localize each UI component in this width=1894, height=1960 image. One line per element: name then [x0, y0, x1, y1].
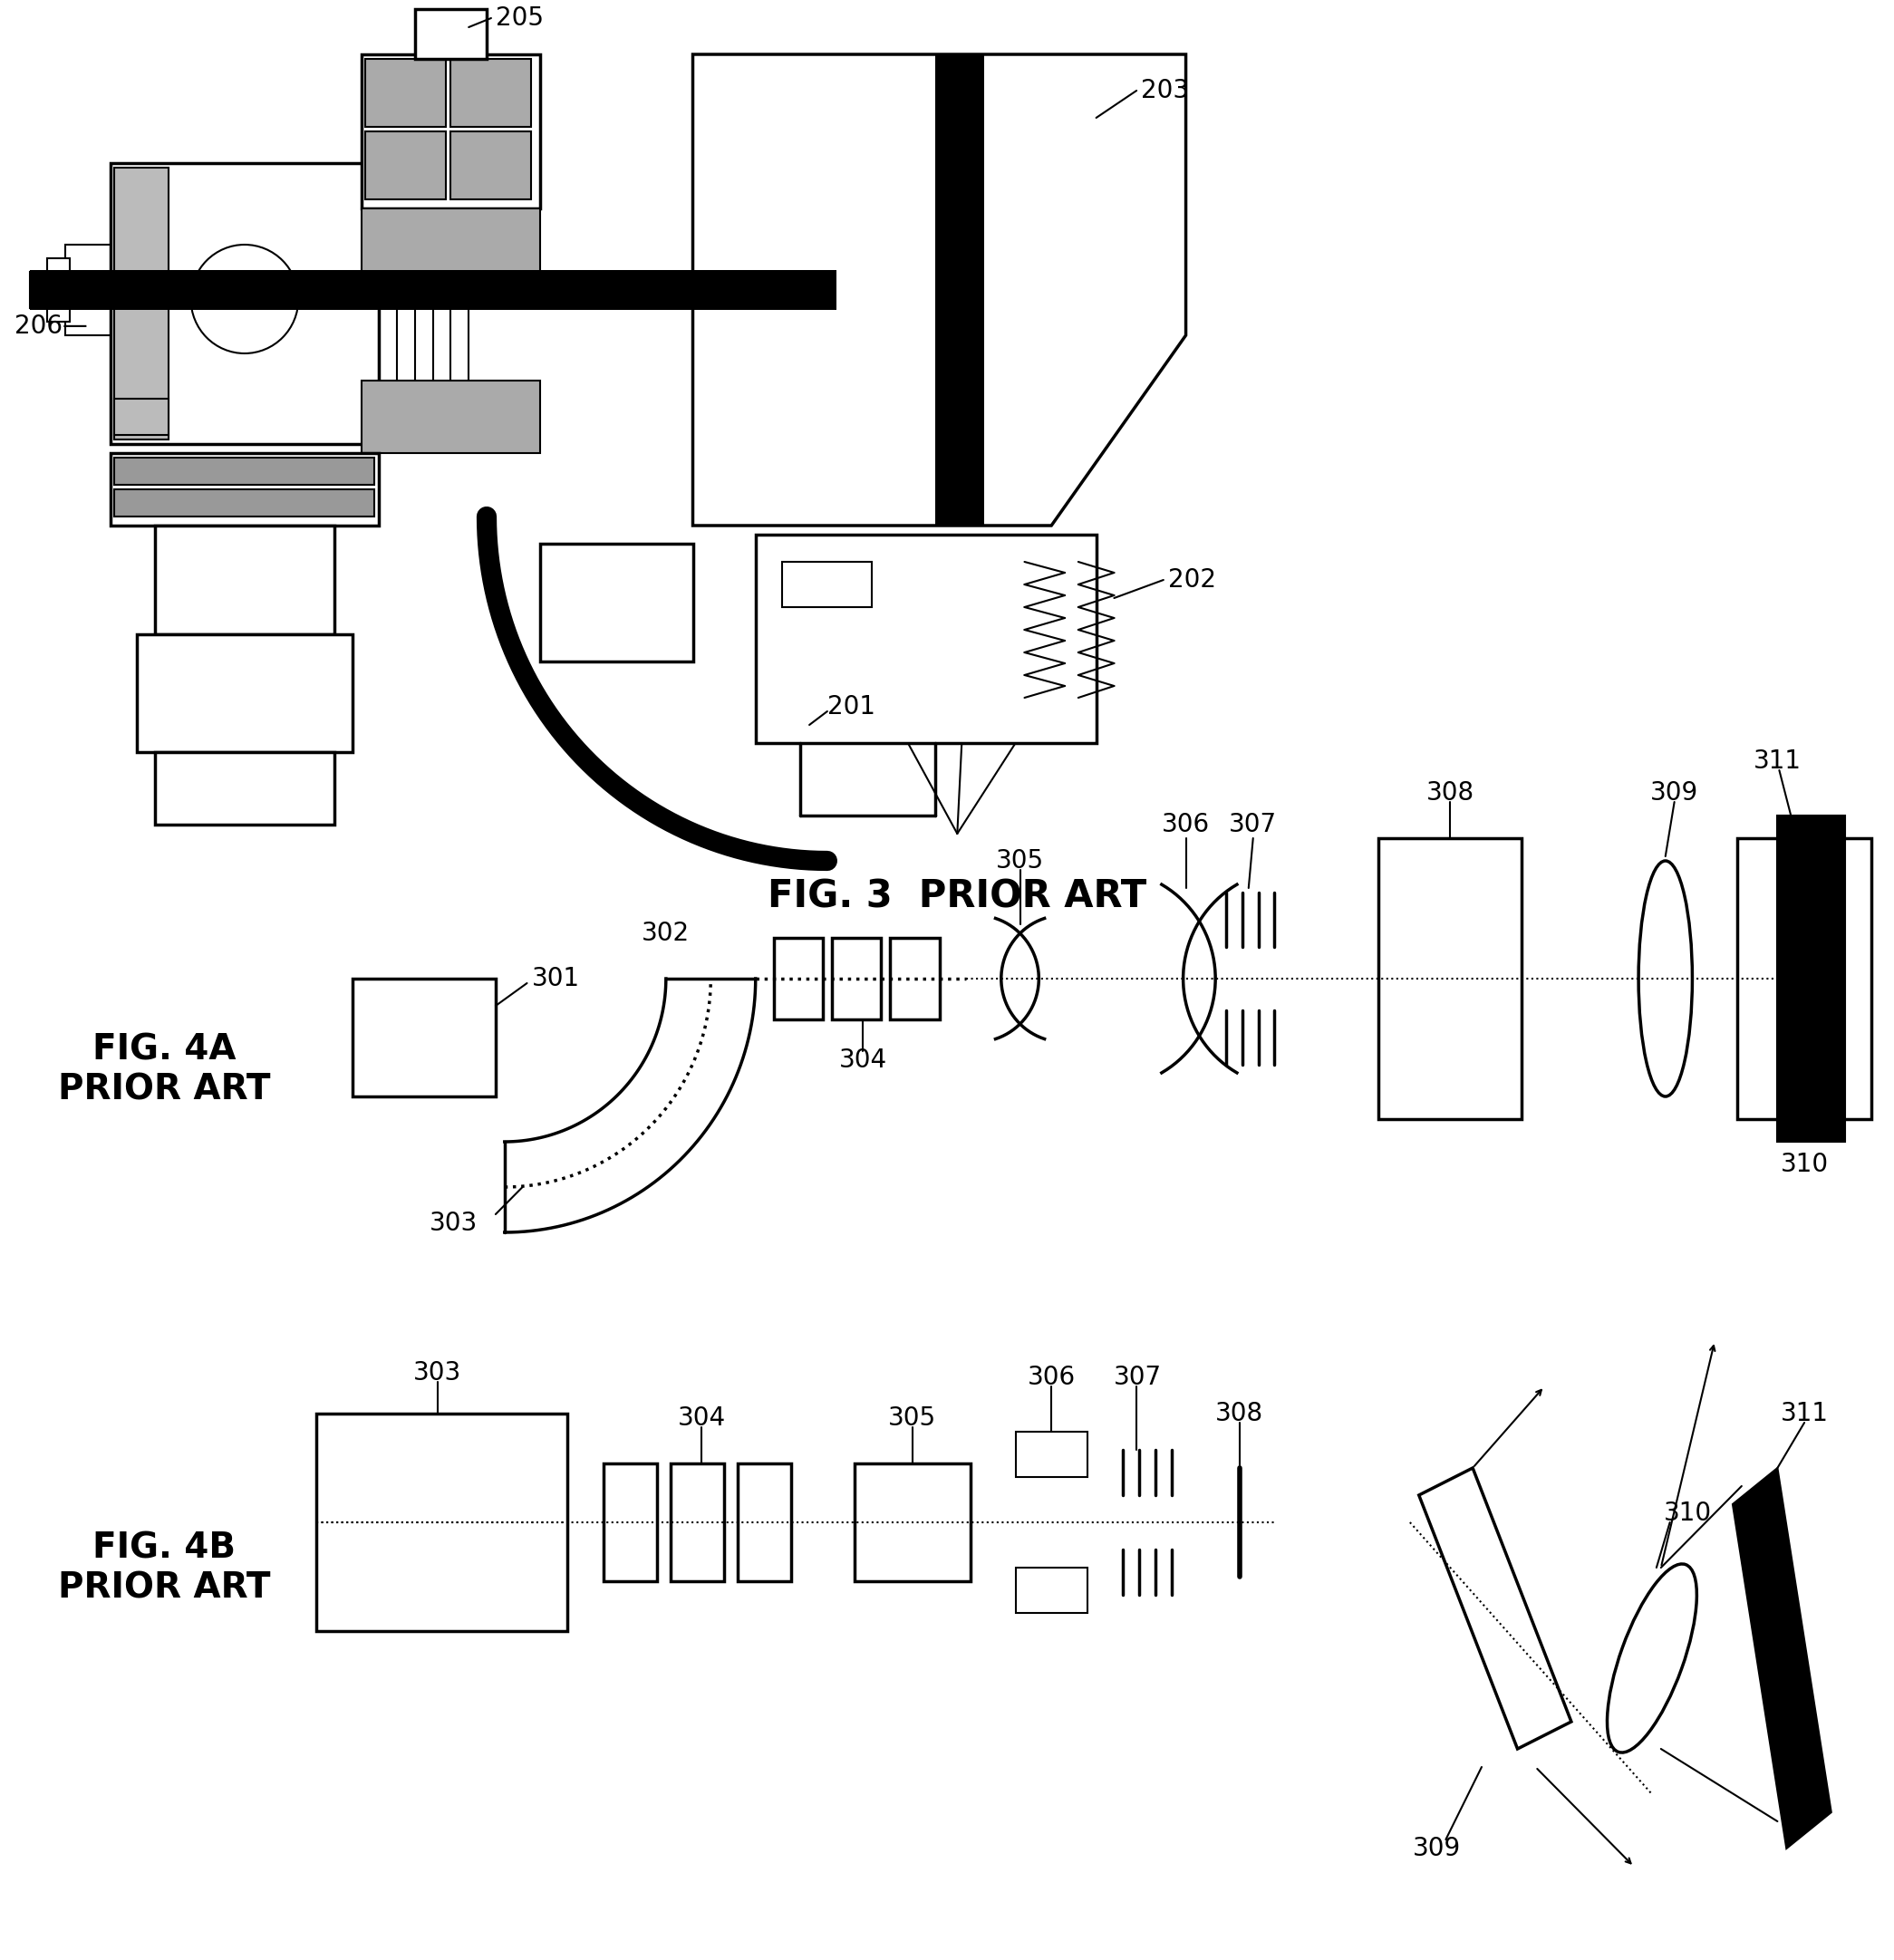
Text: 308: 308: [1426, 780, 1474, 806]
Bar: [890, 939, 939, 1019]
Text: 302: 302: [642, 921, 689, 947]
Text: 306: 306: [1027, 1364, 1076, 1390]
Bar: [30, 270, 837, 310]
Text: 307: 307: [1114, 1364, 1161, 1390]
Bar: [670, 1464, 724, 1582]
Text: 205: 205: [496, 6, 544, 31]
Bar: [366, 59, 447, 127]
Polygon shape: [693, 55, 1186, 525]
Bar: [64, 245, 116, 335]
Text: 307: 307: [1229, 811, 1277, 837]
Bar: [782, 563, 871, 608]
Bar: [1737, 839, 1871, 1119]
Polygon shape: [1733, 1468, 1831, 1848]
Text: FIG. 3  PRIOR ART: FIG. 3 PRIOR ART: [767, 878, 1146, 915]
Bar: [1015, 1431, 1087, 1478]
Text: 310: 310: [1663, 1501, 1712, 1527]
Bar: [116, 490, 375, 517]
Text: 203: 203: [1140, 78, 1189, 104]
Bar: [116, 457, 375, 484]
Text: 201: 201: [828, 694, 875, 719]
Text: 310: 310: [1780, 1152, 1828, 1178]
Bar: [737, 1464, 792, 1582]
Bar: [936, 55, 985, 525]
Text: 303: 303: [413, 1360, 462, 1386]
Text: 301: 301: [532, 966, 580, 992]
Bar: [136, 635, 352, 753]
Bar: [362, 55, 540, 208]
Bar: [116, 398, 169, 435]
Text: 305: 305: [996, 849, 1044, 874]
Text: FIG. 4B
PRIOR ART: FIG. 4B PRIOR ART: [57, 1531, 271, 1605]
Bar: [316, 1413, 568, 1631]
Polygon shape: [1419, 1468, 1572, 1748]
Bar: [451, 131, 532, 200]
Bar: [1777, 815, 1845, 1143]
Bar: [415, 10, 487, 59]
Bar: [366, 131, 447, 200]
Bar: [602, 1464, 657, 1582]
Bar: [352, 978, 496, 1096]
Bar: [831, 939, 881, 1019]
Text: 311: 311: [1780, 1401, 1828, 1427]
Text: 308: 308: [1216, 1401, 1263, 1427]
Text: 304: 304: [678, 1405, 725, 1431]
Bar: [773, 939, 822, 1019]
Bar: [362, 380, 540, 453]
Bar: [854, 1464, 972, 1582]
Bar: [155, 753, 333, 825]
Text: 309: 309: [1413, 1837, 1460, 1862]
Bar: [47, 259, 70, 321]
Bar: [110, 453, 379, 525]
Text: 206—: 206—: [15, 314, 87, 339]
Bar: [110, 163, 379, 445]
Text: 306: 306: [1161, 811, 1210, 837]
Text: 311: 311: [1754, 749, 1801, 774]
Bar: [1015, 1568, 1087, 1613]
Bar: [1379, 839, 1523, 1119]
Bar: [155, 525, 333, 635]
Bar: [362, 208, 540, 280]
Text: 303: 303: [430, 1211, 477, 1237]
Bar: [756, 535, 1097, 743]
Text: 309: 309: [1650, 780, 1699, 806]
Text: 304: 304: [839, 1047, 886, 1072]
Bar: [540, 543, 693, 661]
Bar: [30, 272, 51, 308]
Bar: [116, 169, 169, 439]
Text: 305: 305: [888, 1405, 936, 1431]
Text: FIG. 4A
PRIOR ART: FIG. 4A PRIOR ART: [57, 1033, 271, 1105]
Text: 202: 202: [1169, 566, 1216, 592]
Bar: [451, 59, 532, 127]
